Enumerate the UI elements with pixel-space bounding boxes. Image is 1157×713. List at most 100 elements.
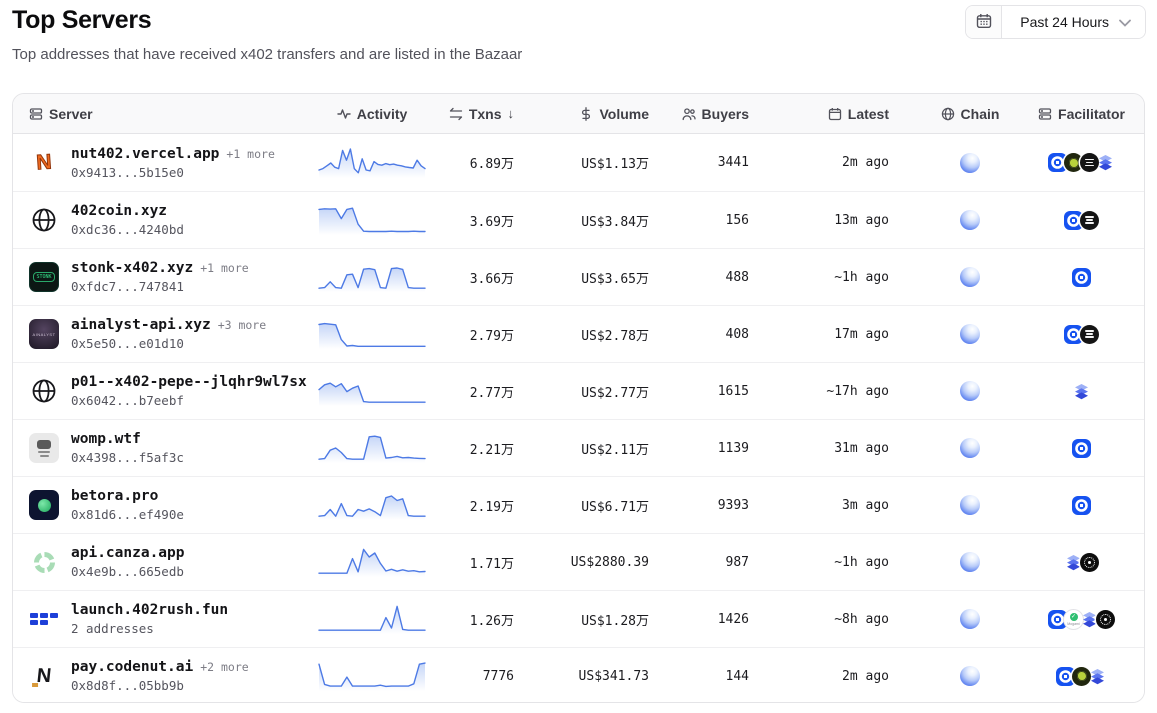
latest-value: 3m ago xyxy=(842,497,889,513)
chain-cell xyxy=(905,210,1035,230)
facilitator-icon-layers xyxy=(1088,667,1107,686)
server-address: 0x4398...f5af3c xyxy=(71,450,184,465)
facilitator-icon-black-disc xyxy=(1080,324,1099,344)
buyers-value: 987 xyxy=(725,554,749,570)
server-name: 402coin.xyz xyxy=(71,203,168,219)
column-header-chain[interactable]: Chain xyxy=(905,106,1035,122)
server-name-line: api.canza.app xyxy=(71,545,185,561)
chain-icon-base xyxy=(960,552,980,572)
range-dropdown[interactable]: Past 24 Hours xyxy=(1002,6,1145,38)
server-address: 0x9413...5b15e0 xyxy=(71,164,184,180)
table-row[interactable]: p01--x402-pepe--jlqhr9wl7sx 0x6042...b7ee… xyxy=(13,362,1144,419)
facilitator-cell xyxy=(1035,210,1128,230)
table-row[interactable]: 402coin.xyz 0xdc36...4240bd 3.69万 US$3.84万 1… xyxy=(13,191,1144,248)
server-cell: api.canza.app 0x4e9b...665edb xyxy=(29,545,299,579)
activity-cell xyxy=(299,201,445,239)
buyers-value: 1139 xyxy=(717,440,749,456)
server-name-line: betora.pro xyxy=(71,488,184,504)
column-header-latest[interactable]: Latest xyxy=(765,106,905,122)
buyers-value: 408 xyxy=(725,326,749,342)
server-name-line: pay.codenut.ai +2 more xyxy=(71,659,249,675)
server-avatar-letter-n-black: N xyxy=(27,661,61,691)
server-address: 0x8d8f...05bb9b xyxy=(71,678,184,693)
facilitator-cell xyxy=(1035,666,1128,686)
server-address: 0xfdc7...747841 xyxy=(71,279,184,294)
column-label-activity: Activity xyxy=(356,105,408,122)
server-more-badge: +1 more xyxy=(226,146,275,161)
column-label-buyers: Buyers xyxy=(701,105,749,122)
latest-value: ~1h ago xyxy=(834,269,889,285)
latest-value: ~8h ago xyxy=(834,611,889,627)
activity-icon xyxy=(337,107,351,121)
column-header-server[interactable]: Server xyxy=(29,106,299,122)
column-label-volume: Volume xyxy=(599,105,649,122)
table-header-row: Server Activity Txns ↓ Volume Buyers Latest Cha… xyxy=(13,94,1144,134)
chain-icon-base xyxy=(960,609,980,629)
chain-cell xyxy=(905,438,1035,458)
buyers-value: 156 xyxy=(725,212,749,228)
buyers-value: 9393 xyxy=(717,497,749,513)
server-name: api.canza.app xyxy=(71,545,185,561)
server-name-line: womp.wtf xyxy=(71,431,184,447)
facilitator-cell xyxy=(1035,495,1128,515)
facilitator-icon-layers xyxy=(1080,610,1099,629)
table-row[interactable]: betora.pro 0x81d6...ef490e 2.19万 US$6.71万 93… xyxy=(13,476,1144,533)
globe-icon xyxy=(941,107,955,121)
server-text: api.canza.app 0x4e9b...665edb xyxy=(71,545,185,579)
facilitator-icon-ornate xyxy=(1080,552,1099,572)
server-cell: AINALYST ainalyst-api.xyz +3 more 0x5e50...… xyxy=(29,317,299,351)
chain-icon-base xyxy=(960,210,980,230)
table-row[interactable]: launch.402rush.fun 2 addresses 1.26万 US$1.2… xyxy=(13,590,1144,647)
sort-desc-icon: ↓ xyxy=(507,106,515,121)
column-header-txns[interactable]: Txns ↓ xyxy=(445,106,530,122)
facilitator-icon-tree xyxy=(1072,666,1091,686)
facilitator-icon-coinbase xyxy=(1056,666,1075,686)
activity-sparkline xyxy=(318,207,426,235)
txns-value: 6.89万 xyxy=(469,157,514,172)
chain-cell xyxy=(905,324,1035,344)
latest-value: 2m ago xyxy=(842,668,889,684)
server-name: p01--x402-pepe--jlqhr9wl7sx xyxy=(71,374,307,390)
column-header-buyers[interactable]: Buyers xyxy=(665,106,765,122)
volume-value: US$3.84万 xyxy=(581,214,649,230)
facilitator-cell xyxy=(1035,552,1128,572)
activity-cell xyxy=(299,543,445,581)
server-text: betora.pro 0x81d6...ef490e xyxy=(71,488,184,522)
server-text: launch.402rush.fun 2 addresses xyxy=(71,602,228,636)
facilitator-icon-coinbase xyxy=(1048,153,1067,172)
table-row[interactable]: AINALYST ainalyst-api.xyz +3 more 0x5e50...… xyxy=(13,305,1144,362)
server-name: launch.402rush.fun xyxy=(71,602,229,618)
txns-value: 1.71万 xyxy=(469,556,514,572)
volume-value: US$3.65万 xyxy=(581,271,649,287)
activity-cell xyxy=(299,429,445,467)
chain-icon-base xyxy=(960,324,980,344)
activity-cell xyxy=(299,315,445,353)
activity-cell xyxy=(299,144,445,182)
volume-value: US$2.78万 xyxy=(581,328,649,344)
facilitator-cell xyxy=(1035,438,1128,458)
server-text: nut402.vercel.app +1 more 0x9413...5b15e0 xyxy=(71,146,275,180)
table-row[interactable]: STONK stonk-x402.xyz +1 more 0xfdc7...74784… xyxy=(13,248,1144,305)
calendar-button[interactable] xyxy=(966,6,1003,38)
server-name-line: launch.402rush.fun xyxy=(71,602,228,618)
facilitator-icon-mogami: ✓ Mogami xyxy=(1064,609,1083,629)
column-header-activity[interactable]: Activity xyxy=(299,106,445,122)
table-row[interactable]: womp.wtf 0x4398...f5af3c 2.21万 US$2.11万 1139… xyxy=(13,419,1144,476)
chevron-down-icon xyxy=(1119,15,1131,30)
buyers-value: 3441 xyxy=(717,155,749,170)
server-address: 0xdc36...4240bd xyxy=(71,222,184,237)
server-more-badge: +3 more xyxy=(217,318,267,332)
server-cell: launch.402rush.fun 2 addresses xyxy=(29,602,299,636)
column-header-volume[interactable]: Volume xyxy=(530,106,665,122)
chain-icon-base xyxy=(960,495,980,515)
server-avatar-stonk-card: STONK xyxy=(29,262,59,292)
column-header-facilitator[interactable]: Facilitator xyxy=(1035,106,1128,122)
table-row[interactable]: api.canza.app 0x4e9b...665edb 1.71万 US$2880… xyxy=(13,533,1144,590)
chain-cell xyxy=(905,381,1035,401)
server-address: 0x81d6...ef490e xyxy=(71,507,184,522)
chain-icon-base xyxy=(960,381,980,401)
